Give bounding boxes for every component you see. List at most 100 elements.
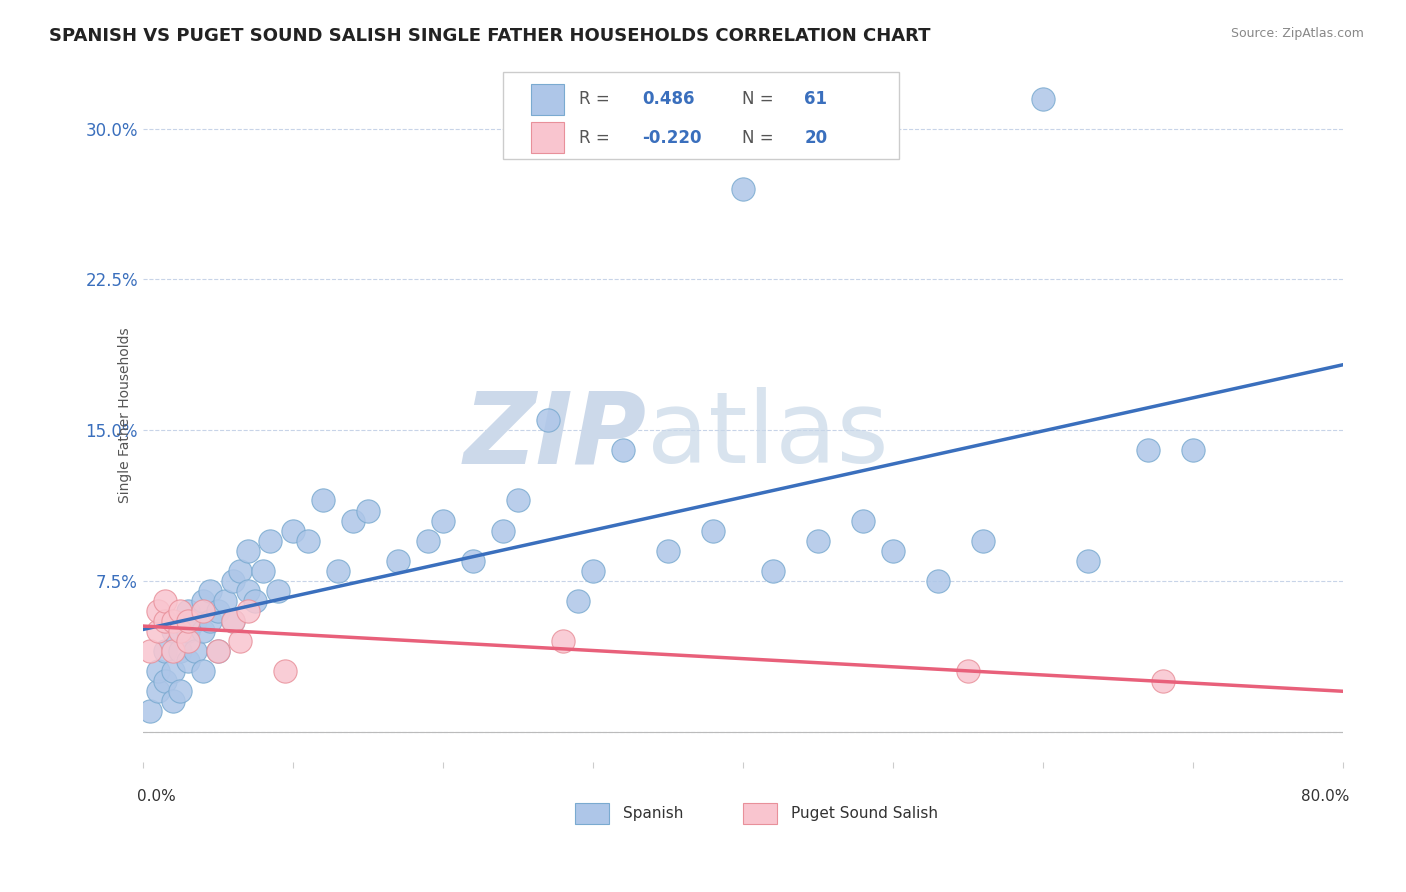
Point	[222, 614, 245, 628]
Point	[267, 583, 290, 598]
Text: 0.486: 0.486	[643, 90, 695, 108]
Point	[191, 665, 214, 679]
Point	[155, 614, 177, 628]
Point	[432, 514, 454, 528]
Point	[657, 543, 679, 558]
Point	[326, 564, 349, 578]
Text: ZIP: ZIP	[464, 387, 647, 484]
Point	[506, 493, 529, 508]
Point	[146, 665, 169, 679]
Point	[236, 583, 259, 598]
Point	[169, 604, 191, 618]
Point	[245, 594, 267, 608]
Text: 61: 61	[804, 90, 827, 108]
Point	[972, 533, 994, 548]
Point	[461, 554, 484, 568]
Point	[207, 644, 229, 658]
Point	[416, 533, 439, 548]
Point	[342, 514, 364, 528]
Point	[882, 543, 904, 558]
Point	[357, 503, 380, 517]
Point	[236, 543, 259, 558]
Point	[297, 533, 319, 548]
Text: N =: N =	[742, 90, 773, 108]
Point	[229, 634, 252, 648]
Point	[1137, 443, 1160, 458]
Text: Puget Sound Salish: Puget Sound Salish	[792, 806, 938, 822]
Point	[612, 443, 634, 458]
Point	[252, 564, 274, 578]
Point	[222, 574, 245, 588]
Point	[927, 574, 949, 588]
Text: 0.0%: 0.0%	[136, 789, 176, 805]
Point	[387, 554, 409, 568]
Point	[852, 514, 875, 528]
Text: Source: ZipAtlas.com: Source: ZipAtlas.com	[1230, 27, 1364, 40]
Point	[177, 624, 200, 638]
Point	[1182, 443, 1205, 458]
Text: Spanish: Spanish	[623, 806, 683, 822]
Point	[146, 624, 169, 638]
Text: 20: 20	[804, 128, 828, 146]
Text: SPANISH VS PUGET SOUND SALISH SINGLE FATHER HOUSEHOLDS CORRELATION CHART: SPANISH VS PUGET SOUND SALISH SINGLE FAT…	[49, 27, 931, 45]
Point	[146, 684, 169, 698]
Text: R =: R =	[579, 90, 609, 108]
Point	[191, 604, 214, 618]
Point	[169, 644, 191, 658]
Point	[762, 564, 785, 578]
Point	[139, 644, 162, 658]
Point	[169, 624, 191, 638]
Point	[582, 564, 605, 578]
Bar	[530, 84, 564, 115]
Point	[236, 604, 259, 618]
Point	[139, 705, 162, 719]
Point	[281, 524, 304, 538]
Point	[207, 644, 229, 658]
Point	[162, 614, 184, 628]
Point	[200, 614, 222, 628]
Point	[177, 614, 200, 628]
Point	[191, 624, 214, 638]
Point	[222, 614, 245, 628]
Point	[537, 413, 560, 427]
Point	[312, 493, 335, 508]
Point	[274, 665, 297, 679]
Point	[567, 594, 589, 608]
Point	[259, 533, 281, 548]
Point	[162, 624, 184, 638]
Text: -0.220: -0.220	[643, 128, 702, 146]
Text: 80.0%: 80.0%	[1301, 789, 1350, 805]
Point	[155, 674, 177, 689]
Bar	[530, 122, 564, 153]
Point	[169, 684, 191, 698]
Point	[492, 524, 515, 538]
Y-axis label: Single Father Households: Single Father Households	[118, 327, 132, 503]
Point	[214, 594, 236, 608]
Text: atlas: atlas	[647, 387, 889, 484]
Point	[191, 594, 214, 608]
Point	[162, 665, 184, 679]
Point	[1077, 554, 1099, 568]
Point	[162, 694, 184, 708]
Point	[1152, 674, 1174, 689]
Point	[184, 644, 207, 658]
Point	[229, 564, 252, 578]
Point	[155, 644, 177, 658]
Point	[177, 604, 200, 618]
Point	[155, 594, 177, 608]
Point	[702, 524, 724, 538]
Point	[162, 644, 184, 658]
Point	[184, 614, 207, 628]
Point	[207, 604, 229, 618]
Point	[551, 634, 574, 648]
Point	[807, 533, 830, 548]
Point	[733, 182, 755, 196]
Point	[177, 654, 200, 668]
Point	[957, 665, 980, 679]
Text: R =: R =	[579, 128, 609, 146]
Bar	[575, 804, 609, 824]
Text: N =: N =	[742, 128, 773, 146]
Point	[200, 583, 222, 598]
Bar	[744, 804, 776, 824]
Point	[1032, 92, 1054, 106]
